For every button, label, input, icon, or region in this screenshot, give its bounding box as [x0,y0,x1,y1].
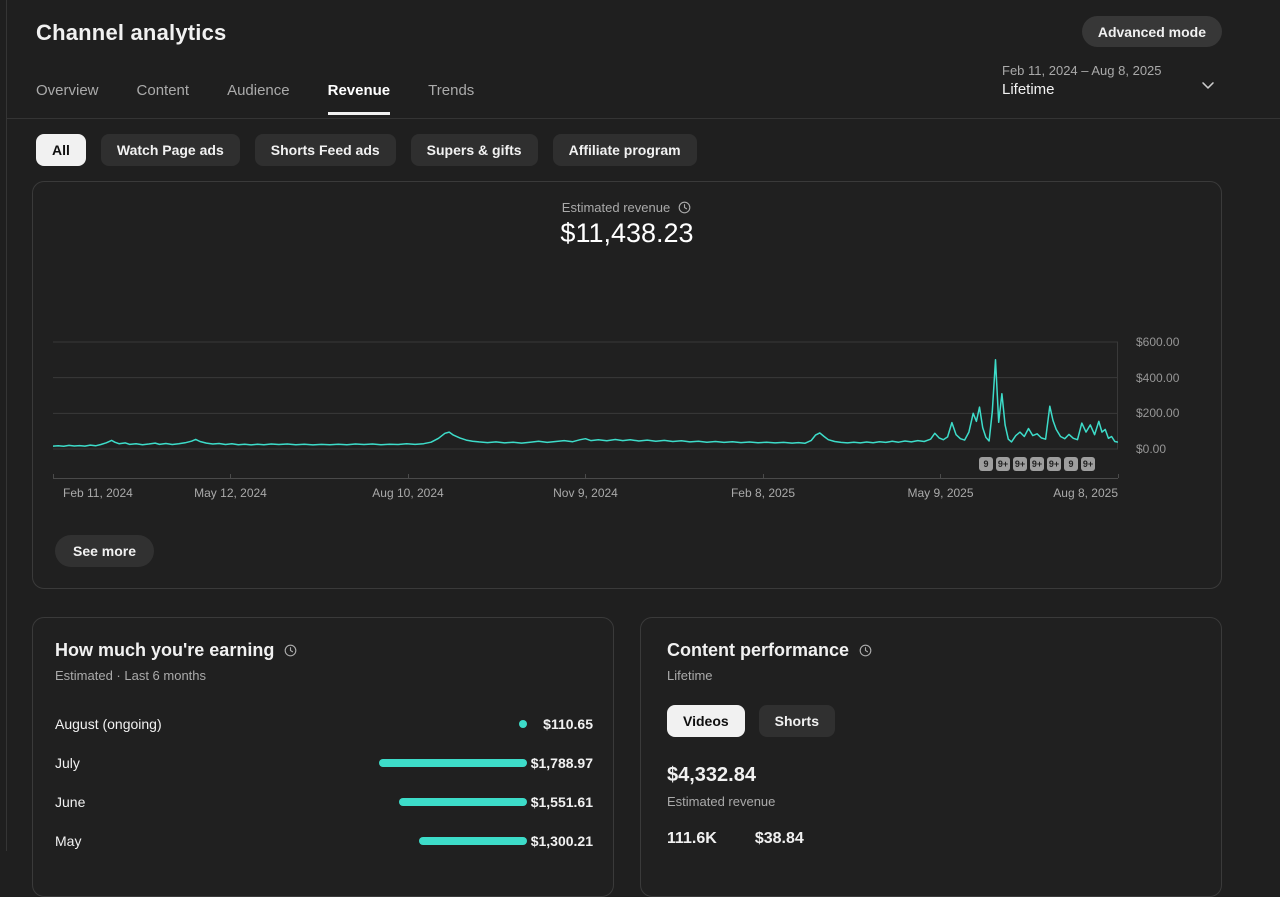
x-axis-tick [1117,474,1119,478]
earnings-row: May $1,300.21 [33,821,613,860]
filter-chip-shorts-feed-ads[interactable]: Shorts Feed ads [254,134,396,166]
x-axis-tick [52,474,54,478]
earnings-row: August (ongoing) $110.65 [33,704,613,743]
tab-content[interactable]: Content [136,82,190,99]
earnings-card: How much you're earning Estimated · Last… [32,617,614,897]
performance-secondary-value: 111.6K [667,830,717,847]
x-axis-labels: Feb 11, 2024 May 12, 2024 Aug 10, 2024 Nov … [33,486,1221,502]
y-axis-tick-label: $200.00 [1136,406,1180,421]
earnings-row-value: $1,551.61 [530,793,593,810]
header-divider [7,118,1280,119]
clock-icon [859,644,872,657]
sidebar-edge-divider [6,0,7,851]
date-range-text: Feb 11, 2024 – Aug 8, 2025 [1002,63,1162,78]
filter-chip-watch-page-ads[interactable]: Watch Page ads [100,134,240,166]
x-axis-tick [407,474,409,478]
x-axis-tick [230,474,231,478]
performance-secondary-values: 111.6K $38.84 [667,830,804,848]
earnings-bar[interactable] [379,758,527,767]
x-axis-tick-label: May 12, 2024 [194,486,267,500]
date-range-picker[interactable]: Feb 11, 2024 – Aug 8, 2025 Lifetime [1002,63,1162,98]
performance-card-title: Content performance [667,640,850,660]
earnings-bar-zone [379,719,527,728]
x-axis-tick [585,474,586,478]
content-performance-card: Content performance Lifetime Videos Short… [640,617,1222,897]
earnings-row-label: June [55,793,86,810]
y-axis-tick-label: $0.00 [1136,442,1167,456]
x-axis-tick [762,474,764,478]
y-axis-tick-label: $400.00 [1136,370,1180,385]
earnings-row: June $1,551.61 [33,782,613,821]
tab-overview[interactable]: Overview [36,82,99,99]
performance-secondary-value: $38.84 [754,830,804,847]
x-axis-tick-label: Feb 8, 2025 [730,486,796,500]
earnings-card-header: How much you're earning [55,640,298,661]
revenue-chart-card: Estimated revenue $11,438.23 $600.00 $400… [32,181,1222,589]
earnings-rows: August (ongoing) $110.65 July $1,788.97 June… [33,704,613,860]
tab-revenue[interactable]: Revenue [327,82,391,115]
x-axis-tick-label: Feb 11, 2024 [63,486,133,500]
earnings-dot[interactable] [519,719,527,728]
x-axis-tick-label: Aug 10, 2024 [372,486,444,500]
tab-audience[interactable]: Audience [227,82,290,99]
filter-chip-supers-gifts[interactable]: Supers & gifts [410,134,538,166]
chart-count-badge[interactable]: 9+ [1081,457,1095,471]
earnings-bar[interactable] [399,797,527,806]
metric-label: Estimated revenue [561,200,671,215]
y-axis-tick-label: $600.00 [1136,335,1180,349]
earnings-row-value: $1,300.21 [530,832,593,849]
clock-icon [678,201,691,214]
x-axis-line [52,474,1119,479]
x-axis-tick [940,474,941,478]
earnings-row: July $1,788.97 [33,743,613,782]
filter-chip-affiliate-program[interactable]: Affiliate program [552,134,697,166]
see-more-button[interactable]: See more [55,535,155,567]
clock-icon [284,644,297,657]
earnings-row-label: August (ongoing) [55,715,162,732]
metric-header: Estimated revenue [33,200,1221,215]
chart-count-badge[interactable]: 9+ [1047,457,1061,471]
revenue-line-chart[interactable] [53,302,1118,452]
chart-count-badge[interactable]: 9+ [1013,457,1027,471]
metric-value: $11,438.23 [560,218,694,248]
performance-card-header: Content performance [667,640,873,661]
filter-chip-all[interactable]: All [36,134,86,166]
chevron-down-icon[interactable] [1198,75,1218,95]
revenue-filter-chips: All Watch Page ads Shorts Feed ads Supers &… [36,134,697,166]
chart-count-badge[interactable]: 9 [979,457,993,471]
earnings-bar[interactable] [419,836,527,845]
x-axis-tick-label: Aug 8, 2025 [1053,486,1118,500]
earnings-bar-zone [379,758,527,767]
revenue-line-series [53,359,1118,448]
toggle-videos[interactable]: Videos [667,705,745,737]
earnings-card-title: How much you're earning [55,640,275,660]
analytics-tabs: Overview Content Audience Revenue Trends [36,82,474,115]
performance-primary-value: $4,332.84 [667,764,756,786]
earnings-row-label: July [55,754,80,771]
toggle-shorts[interactable]: Shorts [758,705,835,737]
page-title: Channel analytics [36,20,227,45]
chart-count-badge[interactable]: 9 [1064,457,1078,471]
date-marker-badges: 9 9+ 9+ 9+ 9+ 9 9+ [33,457,1221,471]
earnings-row-label: May [55,832,82,849]
date-period-label: Lifetime [1002,81,1055,98]
performance-primary-label: Estimated revenue [667,794,776,809]
earnings-row-value: $1,788.97 [530,754,593,771]
tab-trends[interactable]: Trends [428,82,475,99]
chart-count-badge[interactable]: 9+ [996,457,1010,471]
performance-card-subtitle: Lifetime [667,668,713,683]
x-axis-tick-label: May 9, 2025 [907,486,974,500]
earnings-bar-zone [379,836,527,845]
earnings-card-subtitle: Estimated · Last 6 months [55,668,207,683]
earnings-row-value: $110.65 [543,715,593,732]
x-axis-tick-label: Nov 9, 2024 [553,486,618,500]
earnings-bar-zone [379,797,527,806]
advanced-mode-button[interactable]: Advanced mode [1081,16,1222,47]
content-type-toggle: Videos Shorts [667,705,835,737]
chart-count-badge[interactable]: 9+ [1030,457,1044,471]
